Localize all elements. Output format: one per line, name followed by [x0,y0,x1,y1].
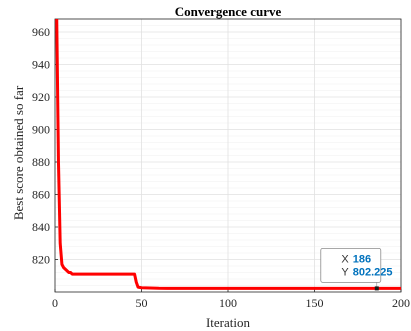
datatip-x-value: 186 [353,253,371,265]
x-tick-label: 50 [136,296,148,310]
series-layer [55,19,401,290]
x-tick-label: 150 [306,296,324,310]
x-tick-label: 200 [392,296,410,310]
series-line [55,19,401,290]
chart-title: Convergence curve [175,4,282,19]
y-tick-label: 920 [32,90,50,104]
datatip-box [320,247,382,283]
datatip-marker [374,286,379,291]
x-tick-label: 0 [52,296,58,310]
tick-layer: 0 50 100 150 200 820 840 860 880 900 920 940 960 [32,25,410,310]
y-tick-label: 940 [32,58,50,72]
datatip-y-label: Y [341,266,349,278]
x-axis-label: Iteration [206,315,251,330]
y-tick-label: 860 [32,188,50,202]
datatip-y-value: 802.225 [353,266,393,278]
y-tick-label: 960 [32,25,50,39]
y-tick-label: 840 [32,220,50,234]
y-tick-label: 820 [32,253,50,267]
y-tick-label: 900 [32,123,50,137]
x-tick-label: 100 [219,296,237,310]
y-tick-label: 880 [32,155,50,169]
y-axis-label: Best score obtained so far [11,85,26,220]
datatip-x-label: X [341,253,349,265]
datatip[interactable]: X 186 Y 802.225 [320,247,393,291]
